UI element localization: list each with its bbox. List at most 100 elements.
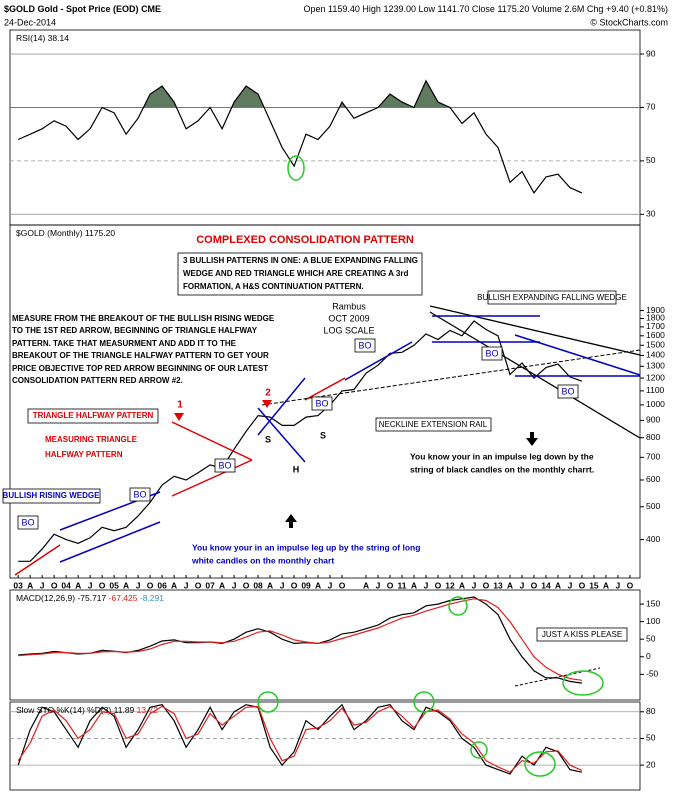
x-tick-label: O	[291, 580, 298, 590]
label: RSI(14)	[16, 33, 45, 43]
annotation: BO	[21, 517, 34, 527]
x-tick-label: J	[136, 580, 141, 590]
x-tick-label: 05	[109, 580, 119, 590]
annotation: PRICE OBJECTIVE TOP RED ARROW BEGINNING …	[12, 364, 268, 373]
x-tick-label: A	[75, 580, 81, 590]
label: Open	[303, 4, 325, 14]
annotation-box	[177, 252, 423, 296]
annotation-box	[536, 627, 628, 642]
label: Slow STO %K(14) %D(3)	[16, 705, 111, 715]
y-tick-label: 50	[646, 733, 656, 743]
y-tick-label: 600	[646, 474, 660, 484]
trendline	[429, 305, 641, 356]
panel-frame	[9, 224, 641, 579]
y-tick-label: 80	[646, 706, 656, 716]
exchange: CME	[141, 4, 161, 14]
label: High	[362, 4, 381, 14]
x-tick-label: A	[267, 580, 273, 590]
x-tick-label: A	[411, 580, 417, 590]
annotation-box	[27, 408, 159, 424]
annotation: BO	[133, 489, 146, 499]
y-tick-label: 1100	[646, 385, 665, 395]
x-tick-label: 14	[541, 580, 551, 590]
x-tick-label: O	[339, 580, 346, 590]
header: $GOLD Gold - Spot Price (EOD) CME 24-Dec…	[4, 4, 668, 27]
annotation: LOG SCALE	[323, 325, 374, 335]
y-tick-label: 1300	[646, 361, 665, 371]
y-tick-label: 150	[646, 598, 660, 608]
y-tick-label: 70	[646, 102, 656, 112]
x-tick-label: 15	[589, 580, 599, 590]
drawings	[14, 155, 641, 777]
neckline	[261, 349, 641, 406]
x-tick-label: O	[243, 580, 250, 590]
symbol: $GOLD	[4, 4, 36, 14]
y-tick-label: 1400	[646, 350, 665, 360]
value: 2.6M	[564, 4, 584, 14]
annotation-box	[214, 458, 236, 473]
x-tick-label: O	[147, 580, 154, 590]
annotation-box	[17, 515, 39, 530]
annotation: S	[320, 430, 326, 440]
date: 24-Dec-2014	[4, 17, 56, 27]
trendline	[304, 377, 346, 401]
annotation: HALFWAY PATTERN	[45, 450, 123, 459]
y-tick-label: 50	[646, 155, 656, 165]
x-tick-label: O	[435, 580, 442, 590]
x-tick-label: J	[424, 580, 429, 590]
annotation: MEASURE FROM THE BREAKOUT OF THE BULLISH…	[12, 314, 275, 323]
highlight	[448, 596, 468, 616]
y-tick-label: 1700	[646, 321, 665, 331]
highlight	[287, 155, 305, 181]
annotation: H	[293, 464, 300, 474]
annotation: CONSOLIDATION PATTERN RED ARROW #2.	[12, 376, 183, 385]
arrow	[285, 514, 297, 528]
trendline	[257, 407, 306, 463]
x-tick-label: J	[184, 580, 189, 590]
panel-label: RSI(14) 38.14	[16, 33, 69, 43]
label: -75.717	[77, 593, 106, 603]
x-tick-label: 12	[445, 580, 455, 590]
panel-label: Slow STO %K(14) %D(3) 11.89 13.72	[16, 705, 158, 715]
y-tick-label: 100	[646, 616, 660, 626]
trendline	[171, 421, 253, 461]
series-line	[17, 703, 583, 775]
y-tick-label: 400	[646, 534, 660, 544]
trendline	[429, 311, 641, 439]
x-tick-label: O	[51, 580, 58, 590]
x-tick-label: J	[568, 580, 573, 590]
x-tick-label: O	[627, 580, 634, 590]
x-tick-label: A	[219, 580, 225, 590]
x-tick-label: J	[328, 580, 333, 590]
annotation-box	[375, 417, 492, 432]
x-tick-label: A	[123, 580, 129, 590]
y-tick-label: 1800	[646, 313, 665, 323]
value: 1159.40	[328, 4, 360, 14]
annotation: BO	[358, 340, 371, 350]
label: 13.72	[137, 705, 159, 715]
annotation: OCT 2009	[328, 313, 369, 323]
label: -8.291	[140, 593, 164, 603]
label: 11.89	[114, 705, 135, 715]
annotation: BO	[218, 460, 231, 470]
x-tick-label: A	[603, 580, 609, 590]
x-tick-label: A	[507, 580, 513, 590]
x-tick-label: J	[280, 580, 285, 590]
label: Chg	[587, 4, 604, 14]
x-tick-label: 11	[398, 580, 407, 590]
x-tick-label: J	[88, 580, 93, 590]
x-tick-label: A	[171, 580, 177, 590]
y-tick-label: -50	[646, 669, 659, 679]
x-tick-label: J	[520, 580, 525, 590]
arrow	[174, 413, 184, 421]
x-tick-label: O	[531, 580, 538, 590]
annotation: PATTERN. TAKE THAT MEASURMENT AND ADD IT…	[12, 339, 237, 348]
trendline	[59, 521, 161, 563]
annotation: MEASURING TRIANGLE	[45, 435, 138, 444]
series-line	[18, 320, 583, 562]
series-line	[18, 598, 582, 681]
x-tick-label: O	[99, 580, 106, 590]
label: MACD(12,26,9)	[16, 593, 75, 603]
